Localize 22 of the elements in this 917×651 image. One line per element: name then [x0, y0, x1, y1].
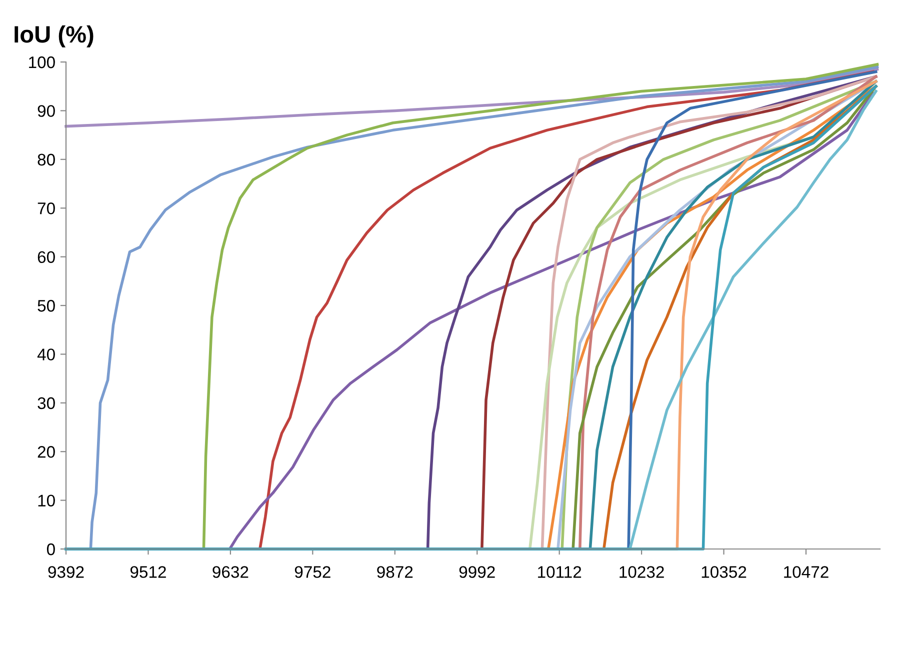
x-tick-label: 9992 [459, 566, 495, 578]
y-tick-label: 10 [38, 494, 55, 507]
y-tick-label: 20 [38, 446, 55, 458]
x-tick-label: 10352 [702, 566, 746, 578]
x-tick-label: 9872 [377, 566, 413, 578]
x-tick-label: 10112 [538, 566, 582, 578]
y-tick-label: 0 [46, 543, 55, 556]
y-tick-label: 80 [38, 154, 55, 166]
y-tick-label: 30 [38, 397, 55, 410]
x-tick-label: 10472 [784, 566, 828, 578]
x-tick-label: 9392 [48, 566, 84, 578]
y-tick-label: 50 [38, 300, 55, 312]
y-tick-label: 40 [37, 348, 55, 360]
y-tick-label: 90 [38, 105, 55, 117]
x-tick-label: 9632 [212, 566, 248, 578]
y-tick-label: 60 [38, 251, 55, 264]
x-tick-label: 9752 [294, 566, 330, 578]
x-tick-label: 10232 [620, 566, 664, 578]
y-axis-title: IoU (%) [14, 25, 94, 48]
y-tick-label: 100 [29, 56, 55, 68]
x-tick-label: 9512 [130, 566, 166, 578]
y-tick-label: 70 [38, 202, 55, 214]
